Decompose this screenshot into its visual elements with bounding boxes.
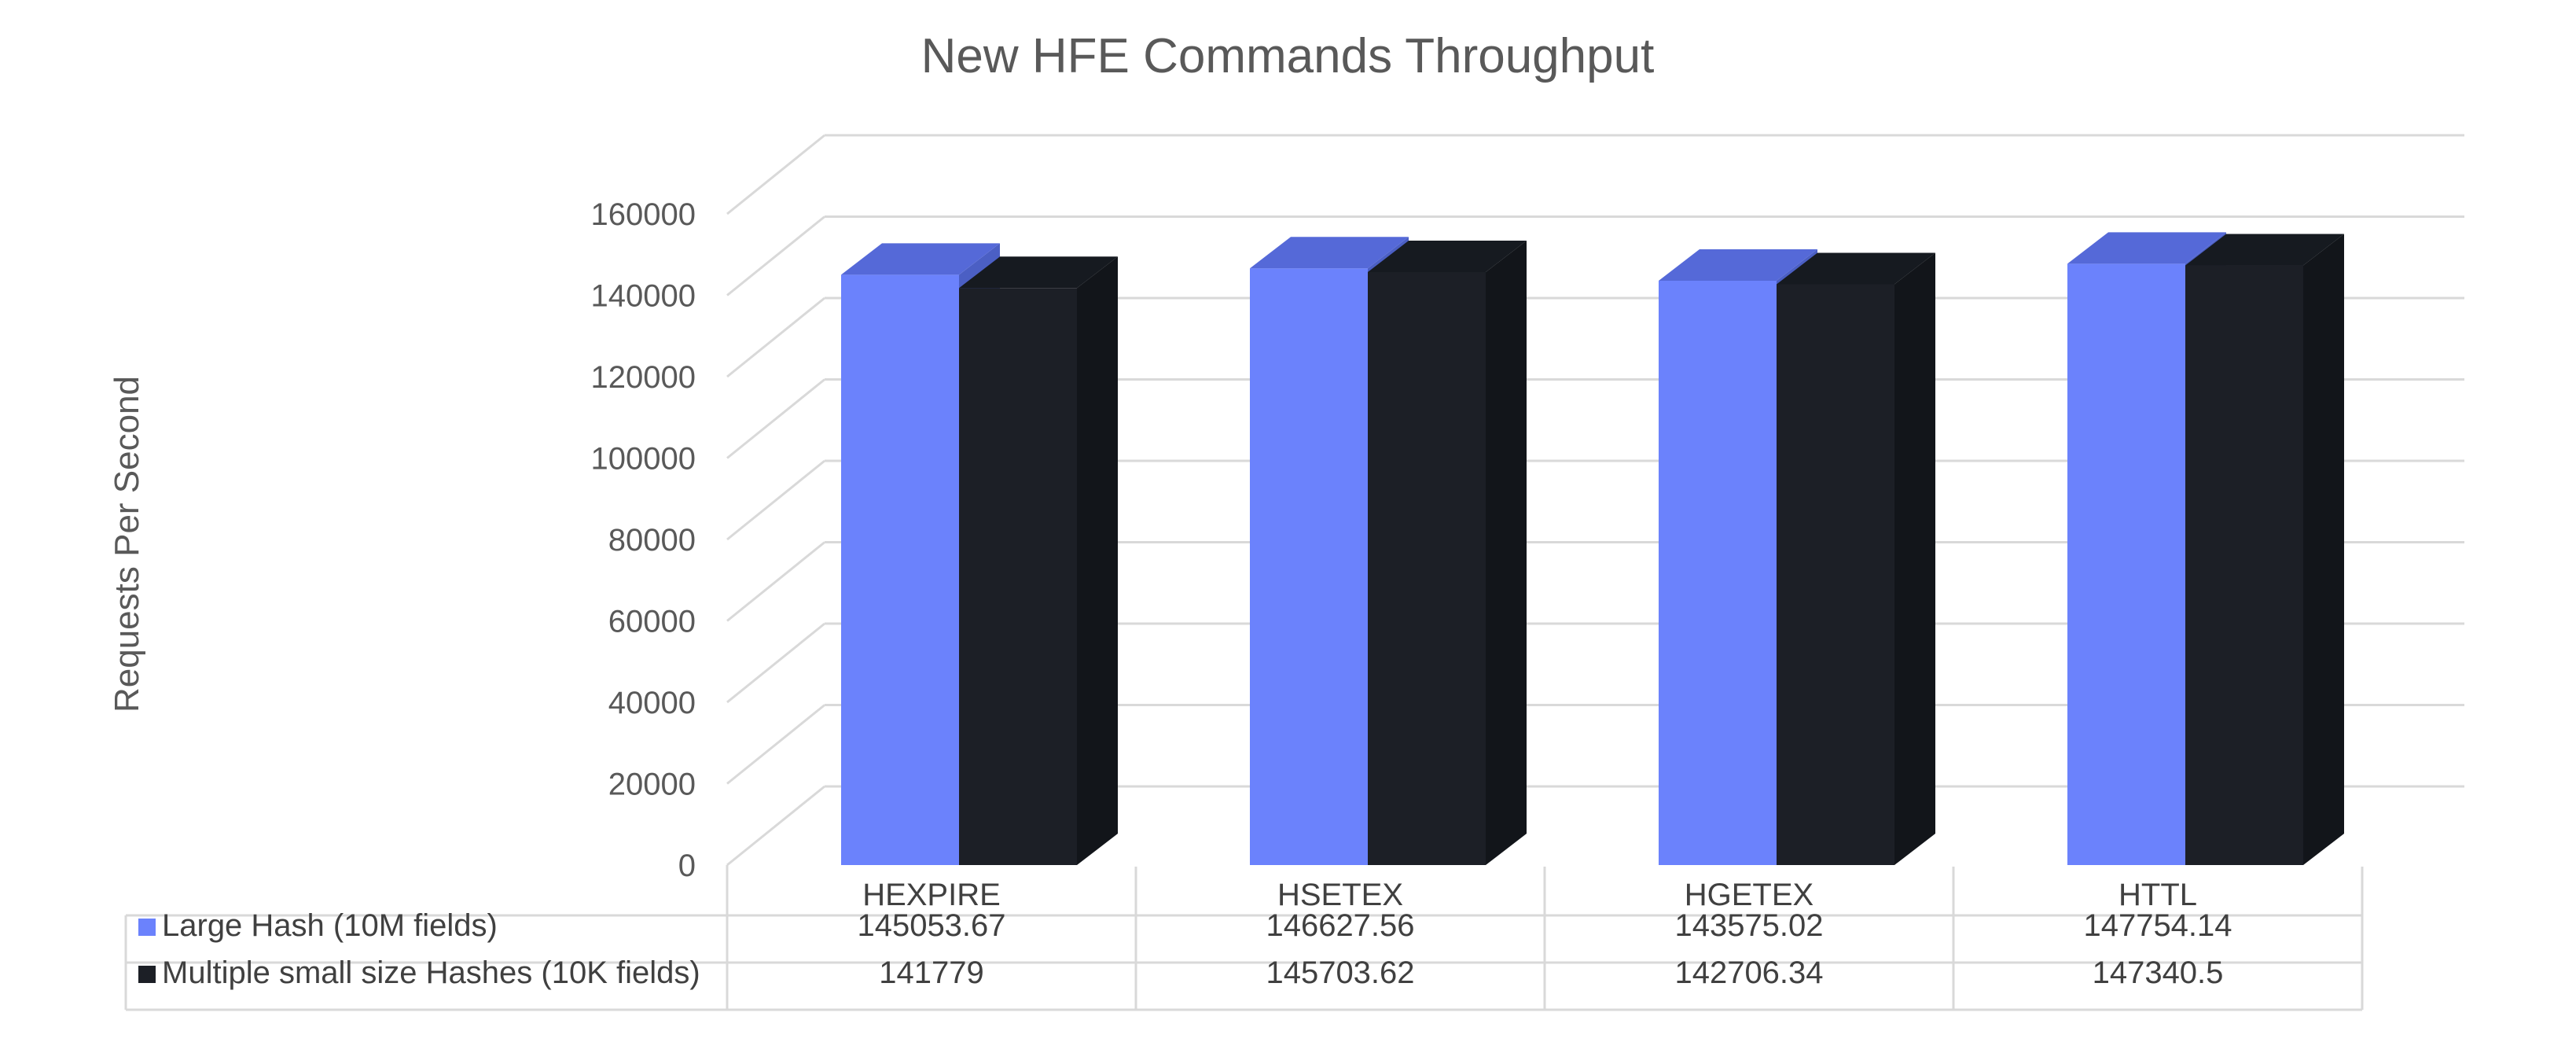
gridline-diagonal	[726, 622, 825, 704]
bar-side	[1486, 240, 1527, 865]
x-category-label: HSETEX	[1277, 878, 1403, 912]
bar-top	[1368, 240, 1527, 272]
chart-title: New HFE Commands Throughput	[921, 29, 1655, 83]
bar	[959, 288, 1077, 865]
gridline-diagonal	[726, 459, 825, 541]
y-tick-label: 120000	[591, 360, 696, 395]
legend-label: Large Hash (10M fields)	[162, 908, 498, 943]
bar-side	[1077, 256, 1118, 865]
x-category-label: HEXPIRE	[862, 878, 1001, 912]
gridline-diagonal	[726, 296, 825, 378]
gridline-diagonal	[726, 378, 825, 459]
bar	[1659, 280, 1777, 865]
table-cell-value: 141779	[879, 955, 983, 990]
bar-top	[1777, 252, 1935, 285]
bar-top	[841, 243, 1000, 275]
bar	[2067, 263, 2185, 865]
gridline-diagonal	[726, 541, 825, 622]
bar	[1368, 271, 1486, 865]
bars-layer	[841, 232, 2344, 865]
table-cell-value: 142706.34	[1674, 955, 1823, 990]
y-axis-title: Requests Per Second	[108, 376, 146, 712]
bar-top	[2067, 232, 2226, 264]
bar	[1250, 268, 1368, 865]
table-cell-value: 145053.67	[857, 908, 1005, 943]
y-tick-label: 0	[678, 849, 696, 883]
bar	[841, 274, 959, 865]
y-tick-label: 20000	[608, 768, 696, 802]
table-cell-value: 143575.02	[1674, 908, 1823, 943]
y-tick-label: 160000	[591, 197, 696, 232]
legend-label: Multiple small size Hashes (10K fields)	[162, 955, 700, 990]
bar-side	[2303, 234, 2344, 865]
gridline-diagonal	[726, 785, 825, 867]
y-tick-label: 40000	[608, 686, 696, 720]
y-tick-label: 80000	[608, 523, 696, 558]
gridline-diagonal	[726, 704, 825, 785]
bar-top	[1659, 249, 1817, 281]
legend-swatch	[138, 966, 156, 983]
x-category-label: HGETEX	[1685, 878, 1813, 912]
y-tick-label: 60000	[608, 605, 696, 639]
axis-layer: 0 20000 40000 60000 80000 100000 120000 140000 1…	[591, 197, 696, 883]
bar	[1777, 284, 1894, 865]
y-tick-label: 100000	[591, 442, 696, 477]
x-category-label: HTTL	[2118, 878, 2197, 912]
data-table: HEXPIRE HSETEX HGETEX HTTL Large Hash (10M f…	[124, 867, 2364, 1011]
bar	[2185, 265, 2303, 865]
gridline-diagonal	[726, 215, 825, 296]
table-cell-value: 147754.14	[2083, 908, 2232, 943]
bar-side	[1894, 252, 1935, 865]
table-cell-value: 145703.62	[1266, 955, 1414, 990]
table-cell-value: 147340.5	[2093, 955, 2224, 990]
y-tick-label: 140000	[591, 279, 696, 314]
bar-top	[2185, 234, 2344, 266]
bar-top	[959, 256, 1118, 289]
bar-top	[1250, 237, 1409, 269]
legend-swatch	[138, 919, 156, 936]
gridline-diagonal	[726, 134, 825, 215]
table-cell-value: 146627.56	[1266, 908, 1414, 943]
